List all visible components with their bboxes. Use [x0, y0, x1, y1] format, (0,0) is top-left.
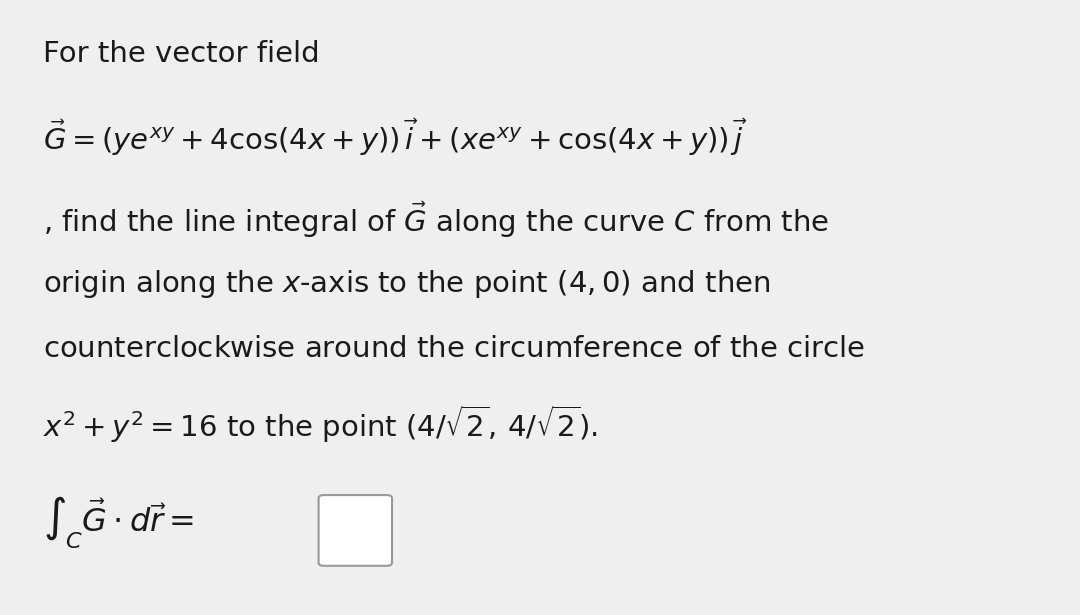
Text: $\vec{G} = (ye^{xy} + 4\cos(4x + y))\,\vec{i} + (xe^{xy} + \cos(4x + y))\,\vec{j: $\vec{G} = (ye^{xy} + 4\cos(4x + y))\,\v… [43, 117, 748, 158]
Text: For the vector field: For the vector field [43, 40, 320, 68]
Text: $x^2 + y^2 = 16\text{ to the point }(4/\sqrt{2},\,4/\sqrt{2}).$: $x^2 + y^2 = 16\text{ to the point }(4/\… [43, 403, 598, 445]
Text: $\text{counterclockwise around the circumference of the circle}$: $\text{counterclockwise around the circu… [43, 335, 865, 363]
Text: $\int_C \vec{G} \cdot d\vec{r} = $: $\int_C \vec{G} \cdot d\vec{r} = $ [43, 495, 194, 551]
FancyBboxPatch shape [319, 495, 392, 566]
Text: $\text{, find the line integral of }\vec{G}\text{ along the curve }C\text{ from : $\text{, find the line integral of }\vec… [43, 200, 829, 240]
Text: $\text{origin along the }x\text{-axis to the point }(4, 0)\text{ and then}$: $\text{origin along the }x\text{-axis to… [43, 268, 771, 300]
